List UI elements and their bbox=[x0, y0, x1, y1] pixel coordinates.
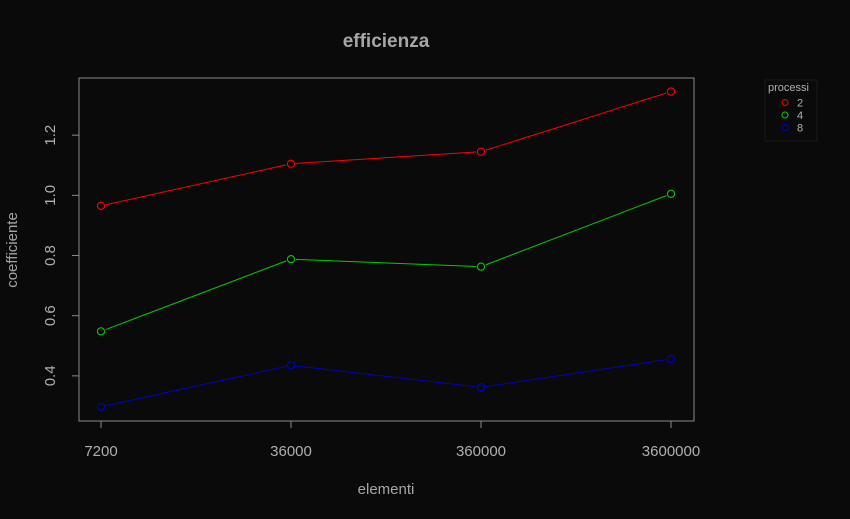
series-2 bbox=[96, 87, 676, 211]
series-2-segment bbox=[105, 164, 287, 206]
series-4-point bbox=[666, 189, 676, 198]
series-4-point bbox=[96, 327, 106, 336]
series-4-point bbox=[286, 254, 296, 264]
y-tick-label: 1.2 bbox=[42, 125, 59, 146]
series-group bbox=[96, 87, 676, 412]
y-tick-label: 0.8 bbox=[42, 245, 59, 266]
series-4-segment bbox=[105, 260, 287, 331]
y-tick-label: 0.6 bbox=[42, 305, 59, 326]
series-2-segment bbox=[295, 151, 477, 164]
y-tick-label: 1.0 bbox=[42, 185, 59, 206]
series-8-segment bbox=[295, 365, 477, 388]
x-tick-label: 36000 bbox=[270, 443, 312, 460]
series-2-point bbox=[666, 87, 676, 96]
series-8-point bbox=[286, 361, 296, 370]
chart-title: efficienza bbox=[343, 31, 430, 52]
legend-label-4: 4 bbox=[797, 110, 803, 122]
legend-marker-4 bbox=[781, 111, 789, 119]
series-8-segment bbox=[105, 365, 287, 407]
x-axis-label: elementi bbox=[358, 481, 415, 498]
x-axis: 7200 36000 360000 3600000 bbox=[84, 420, 700, 460]
legend-label-8: 8 bbox=[797, 123, 803, 135]
legend-marker-8 bbox=[781, 124, 789, 131]
legend-marker-2 bbox=[781, 99, 789, 106]
legend-title: processi bbox=[768, 82, 809, 94]
series-2-point bbox=[286, 159, 296, 168]
series-4-segment bbox=[295, 258, 477, 267]
y-axis-label: coefficiente bbox=[4, 212, 21, 288]
series-4-point bbox=[476, 262, 486, 271]
legend-box bbox=[764, 79, 818, 142]
x-tick-label: 3600000 bbox=[642, 443, 700, 460]
series-8-point bbox=[96, 402, 106, 412]
x-tick-label: 360000 bbox=[456, 443, 506, 460]
series-8-point bbox=[666, 354, 676, 364]
series-4 bbox=[96, 189, 676, 336]
y-tick-label: 0.4 bbox=[42, 365, 59, 386]
y-axis: 0.4 0.6 0.8 1.0 1.2 bbox=[42, 125, 80, 386]
series-8-point bbox=[476, 383, 486, 392]
series-4-segment bbox=[485, 195, 667, 266]
legend-label-2: 2 bbox=[797, 98, 803, 110]
series-2-segment bbox=[485, 92, 667, 151]
series-8-segment bbox=[485, 359, 667, 388]
series-8 bbox=[96, 354, 676, 412]
x-tick-label: 7200 bbox=[84, 443, 117, 460]
series-2-point bbox=[476, 147, 486, 156]
series-2-point bbox=[96, 201, 106, 211]
legend: processi 248 bbox=[764, 79, 818, 142]
